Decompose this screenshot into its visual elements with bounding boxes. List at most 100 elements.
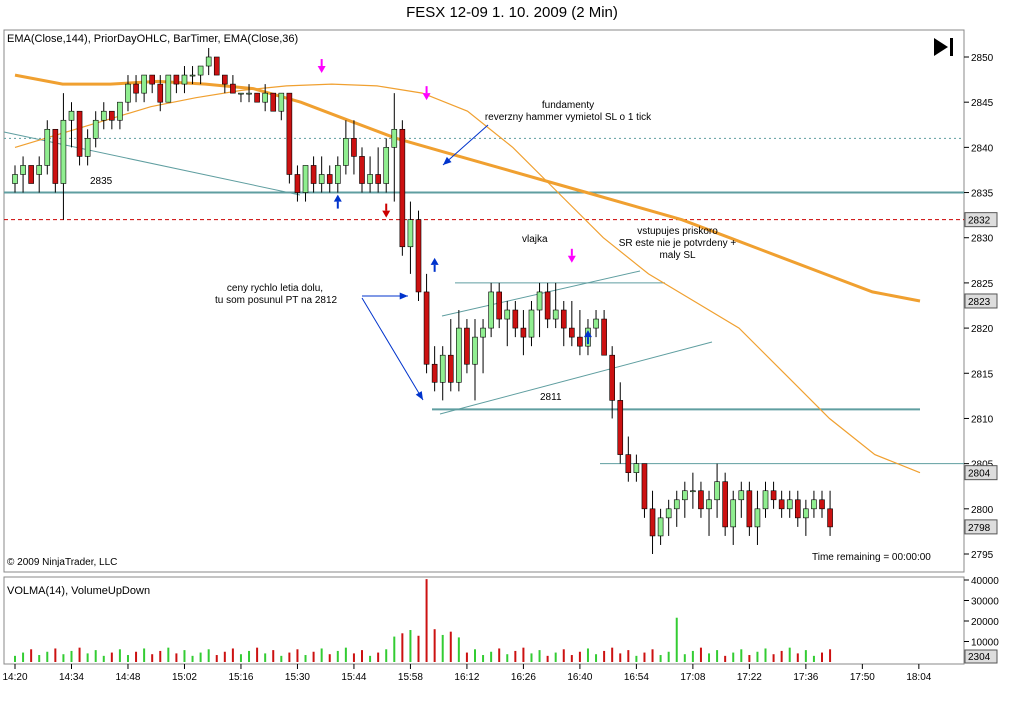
candle-body xyxy=(367,174,373,184)
time-tick-label: 16:40 xyxy=(567,672,592,683)
candle-body xyxy=(28,165,34,184)
time-tick-label: 14:20 xyxy=(2,672,27,683)
price-tick-label: 2845 xyxy=(971,98,994,109)
candle-body xyxy=(577,336,583,347)
candle-body xyxy=(36,165,43,175)
price-badge xyxy=(964,293,998,309)
skip-end-icon xyxy=(934,38,953,56)
candle-body xyxy=(827,508,833,528)
candle-body xyxy=(738,490,745,501)
candle-body xyxy=(560,309,567,329)
candle-body xyxy=(165,74,172,103)
price-tick-label: 2840 xyxy=(971,143,994,154)
candle-body xyxy=(714,481,720,501)
time-tick-label: 14:34 xyxy=(59,672,84,683)
horizontal-levels xyxy=(4,137,964,465)
candle-body xyxy=(318,174,325,184)
candle-body xyxy=(512,309,519,329)
candle-body xyxy=(641,463,648,510)
price-badge-label: 2804 xyxy=(968,469,991,480)
price-tick-label: 2825 xyxy=(971,279,994,290)
annotation-arrowhead xyxy=(443,156,452,165)
candle-body xyxy=(334,165,341,184)
volume-badge xyxy=(964,649,998,664)
annotation-2835: 2835 xyxy=(90,176,113,187)
candle-body xyxy=(625,454,632,473)
candle-body xyxy=(100,110,107,121)
time-tick-label: 17:08 xyxy=(680,672,705,683)
skip-to-end-button[interactable] xyxy=(932,36,956,58)
candle-body xyxy=(698,490,704,510)
annotation-vstup: vstupujes priskoro SR este nie je potvrd… xyxy=(618,226,737,261)
candle-body xyxy=(238,92,244,95)
candle-body xyxy=(270,92,277,112)
candle-body xyxy=(673,499,680,510)
candle-body xyxy=(786,499,793,510)
candle-body xyxy=(359,156,365,184)
candle-body xyxy=(794,499,801,519)
candle-body xyxy=(343,138,349,166)
candle-body xyxy=(456,327,462,383)
candle-body xyxy=(415,219,422,293)
annotation-arrowhead xyxy=(399,292,408,300)
price-badge-label: 2798 xyxy=(968,523,991,534)
time-tick-label: 14:48 xyxy=(115,672,140,683)
candle-body xyxy=(770,490,777,501)
price-badge xyxy=(964,212,998,228)
trade-marker xyxy=(382,210,391,218)
trade-marker xyxy=(333,194,342,202)
price-axis: 2795 2800 2805 2810 2815 2820 2825 2830 2835 2840… xyxy=(964,53,998,561)
candle-body xyxy=(682,490,688,501)
candle-body xyxy=(189,74,196,77)
volume-tick-label: 10000 xyxy=(971,638,999,649)
candle-body xyxy=(778,499,785,510)
trade-marker xyxy=(583,330,592,338)
candle-body xyxy=(68,110,75,121)
candle-body xyxy=(569,327,575,338)
price-tick-label: 2805 xyxy=(971,460,994,471)
price-tick-label: 2835 xyxy=(971,189,994,200)
price-badge xyxy=(964,465,998,481)
candle-body xyxy=(310,165,317,184)
candle-body xyxy=(746,490,753,528)
time-tick-label: 17:36 xyxy=(793,672,818,683)
time-tick-label: 15:02 xyxy=(172,672,197,683)
candle-body xyxy=(326,174,333,184)
candle-body xyxy=(544,291,551,320)
candle-body xyxy=(230,83,236,94)
candle-body xyxy=(205,56,212,67)
volume-tick-label: 30000 xyxy=(971,597,999,608)
annotation-arrowhead xyxy=(415,391,423,400)
candle-body xyxy=(447,354,454,383)
candle-body xyxy=(213,56,220,76)
candle-body xyxy=(423,291,430,365)
candle-body xyxy=(60,119,67,184)
price-tick-label: 2810 xyxy=(971,414,994,425)
candle-body xyxy=(157,83,164,103)
trade-marker xyxy=(567,255,576,263)
candle-body xyxy=(133,83,139,94)
candle-body xyxy=(431,363,438,383)
annotation-arrows xyxy=(361,124,489,401)
time-tick-label: 18:04 xyxy=(906,672,931,683)
volume-indicators-label: VOLMA(14), VolumeUpDown xyxy=(7,585,151,597)
candle-body xyxy=(504,309,511,320)
volume-panel-frame xyxy=(3,576,965,665)
annotation-2811: 2811 xyxy=(540,392,562,403)
candle-body xyxy=(762,490,769,510)
time-tick-label: 17:50 xyxy=(850,672,875,683)
trade-marker xyxy=(317,66,326,74)
time-axis: 14:20 14:34 14:48 15:02 15:16 15:30 15:44 15:58… xyxy=(2,664,932,683)
time-tick-label: 15:30 xyxy=(285,672,310,683)
annotation-arrow xyxy=(442,124,489,166)
annotation-arrow xyxy=(361,297,424,401)
price-tick-label: 2850 xyxy=(971,53,994,64)
time-tick-label: 15:16 xyxy=(228,672,253,683)
trade-markers xyxy=(317,59,592,345)
candle-body xyxy=(84,138,91,157)
candle-body xyxy=(488,291,494,329)
price-badge-label: 2832 xyxy=(968,216,991,227)
candle-body xyxy=(197,65,204,76)
candle-body xyxy=(52,128,59,184)
candle-body xyxy=(173,74,180,85)
